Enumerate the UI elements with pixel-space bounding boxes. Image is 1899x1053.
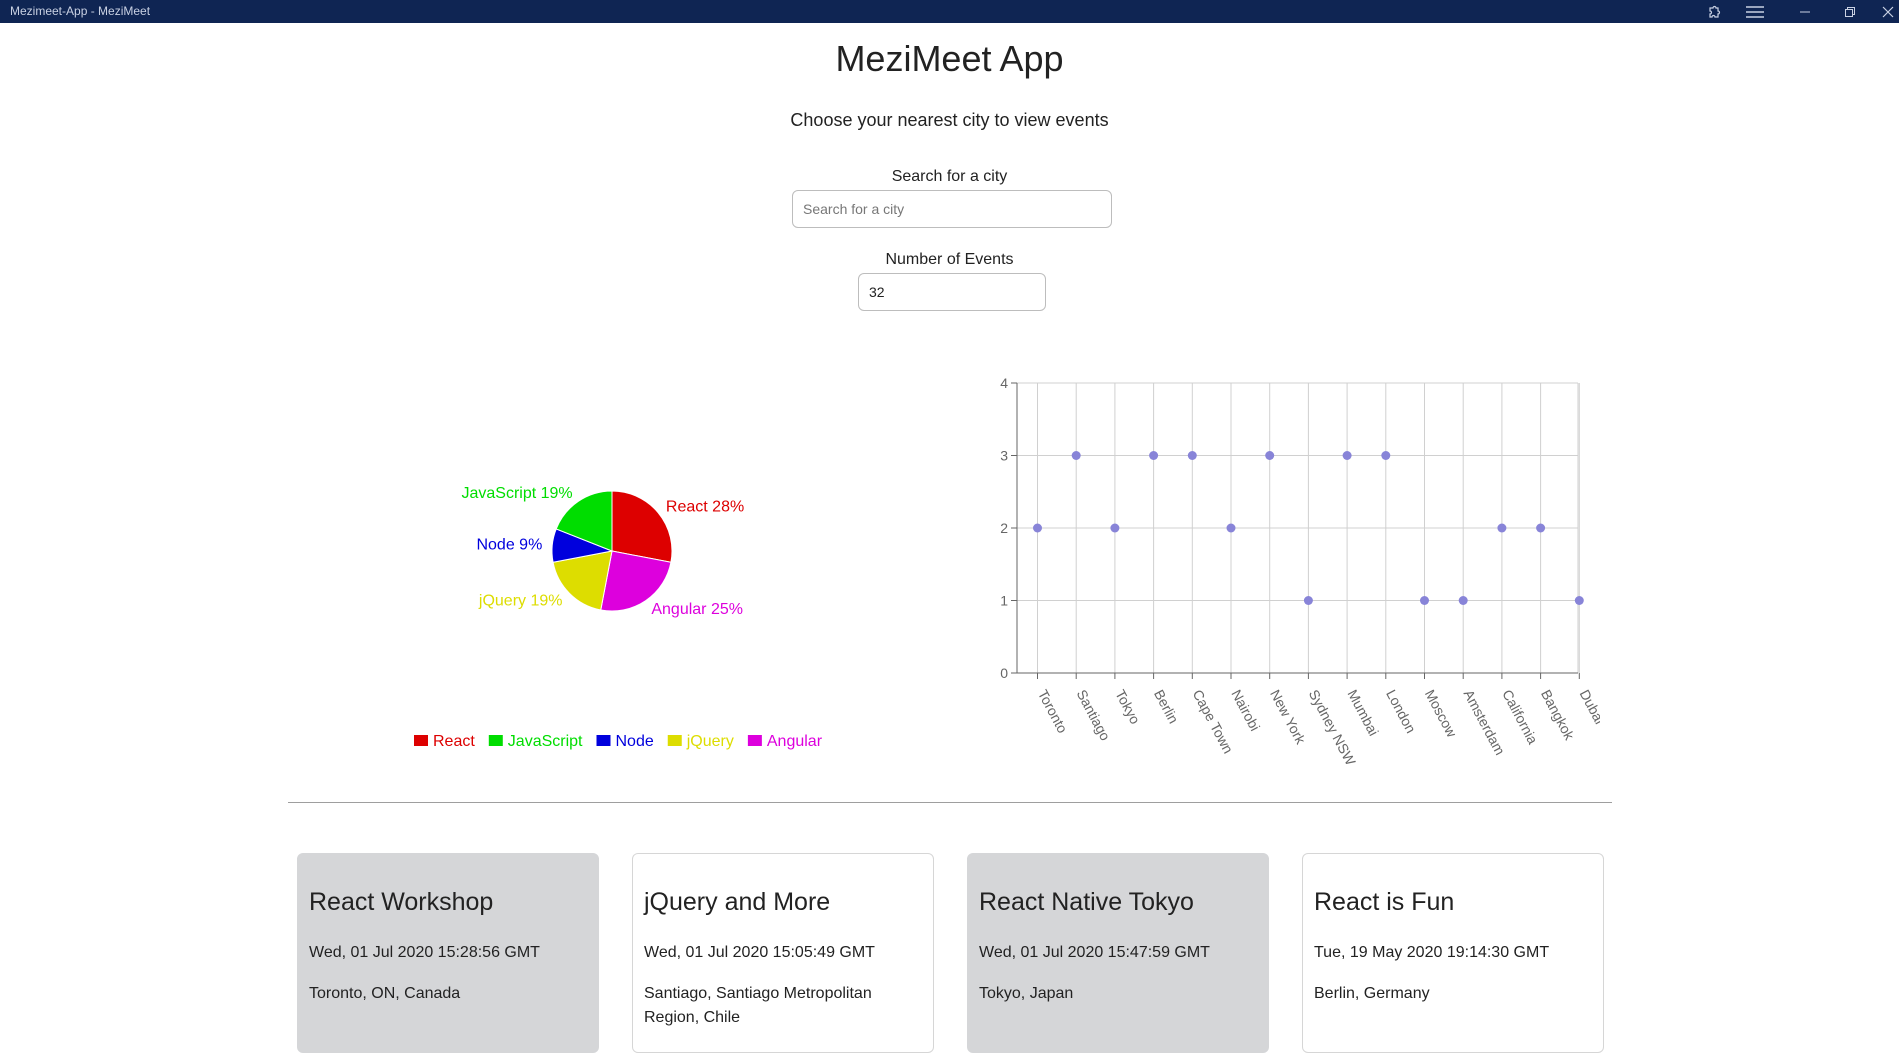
x-tick-label: Moscow <box>1422 687 1461 741</box>
scatter-point <box>1342 451 1352 460</box>
x-tick-label: Santiago <box>1074 687 1114 743</box>
number-of-events-input[interactable] <box>858 273 1046 311</box>
scatter-point <box>1497 523 1507 533</box>
event-date: Tue, 19 May 2020 19:14:30 GMT <box>1314 944 1550 961</box>
x-tick-label: Berlin <box>1151 687 1182 726</box>
y-tick-label: 1 <box>1000 593 1008 609</box>
number-of-events-label: Number of Events <box>885 251 1014 268</box>
event-date: Wed, 01 Jul 2020 15:28:56 GMT <box>309 944 540 961</box>
event-title: React Workshop <box>309 888 494 916</box>
event-date: Wed, 01 Jul 2020 15:47:59 GMT <box>979 944 1210 961</box>
x-tick-label: Dubai <box>1577 687 1600 727</box>
pie-label: JavaScript 19% <box>461 485 572 502</box>
x-tick-label: Cape Town <box>1190 687 1237 756</box>
scatter-point <box>1110 523 1120 533</box>
scatter-point <box>1536 523 1546 533</box>
legend-item-node: Node <box>616 733 654 750</box>
minimize-icon[interactable] <box>1790 0 1820 23</box>
event-location: Santiago, Santiago Metropolitan Region, … <box>644 985 872 1026</box>
legend-swatch <box>667 735 682 746</box>
event-card[interactable]: React Workshop Wed, 01 Jul 2020 15:28:56… <box>297 853 599 1053</box>
pie-slice-react <box>611 490 673 563</box>
y-tick-label: 2 <box>1000 520 1008 536</box>
scatter-point <box>1033 523 1042 533</box>
scatter-point <box>1265 451 1275 460</box>
event-location: Berlin, Germany <box>1314 985 1430 1002</box>
event-card[interactable]: jQuery and More Wed, 01 Jul 2020 15:05:4… <box>632 853 934 1053</box>
search-label: Search for a city <box>891 168 1008 185</box>
x-tick-label: Tokyo <box>1112 687 1143 727</box>
legend-item-jquery: jQuery <box>686 733 734 750</box>
scatter-point <box>1381 451 1391 460</box>
legend-swatch <box>747 735 762 746</box>
legend-swatch <box>414 735 428 746</box>
app-title: MeziMeet App <box>835 38 1064 79</box>
scatter-point <box>1187 451 1197 460</box>
event-location: Tokyo, Japan <box>979 985 1074 1002</box>
x-tick-label: New York <box>1267 687 1309 748</box>
legend-swatch <box>488 735 503 746</box>
y-tick-label: 3 <box>1000 448 1008 464</box>
restore-icon[interactable] <box>1835 0 1865 23</box>
search-input[interactable] <box>792 190 1112 228</box>
x-tick-label: Mumbai <box>1344 687 1382 738</box>
event-title: React Native Tokyo <box>979 888 1194 916</box>
legend-item-javascript: JavaScript <box>508 733 583 750</box>
close-icon[interactable] <box>1878 0 1898 23</box>
event-title: jQuery and More <box>644 888 831 916</box>
event-location: Toronto, ON, Canada <box>309 985 461 1002</box>
pie-chart-svg: React 28% Angular 25% jQuery 19% Node 9% Jav… <box>414 485 823 750</box>
y-tick-label: 0 <box>1000 665 1008 681</box>
legend-item-angular: Angular <box>767 733 823 750</box>
x-tick-label: California <box>1499 687 1541 747</box>
page-subtitle: Choose your nearest city to view events <box>790 110 1109 130</box>
y-tick-label: 4 <box>1000 375 1008 391</box>
scatter-point <box>1420 596 1429 605</box>
pie-slice-jquery <box>552 550 613 611</box>
x-tick-label: London <box>1383 687 1419 736</box>
scatter-point <box>1303 596 1313 605</box>
x-tick-label: Nairobi <box>1228 687 1263 734</box>
pie-slice-angular <box>600 550 672 612</box>
section-divider <box>288 802 1612 803</box>
event-card[interactable]: React Native Tokyo Wed, 01 Jul 2020 15:4… <box>967 853 1269 1053</box>
pie-label: Node 9% <box>476 536 542 553</box>
window-titlebar: Mezimeet-App - MeziMeet <box>0 0 1899 23</box>
extensions-icon[interactable] <box>1700 0 1728 23</box>
scatter-point <box>1226 523 1236 533</box>
x-tick-label: Bangkok <box>1538 687 1578 743</box>
event-title: React is Fun <box>1314 888 1455 916</box>
pie-label: Angular 25% <box>651 601 743 618</box>
city-events-scatter-chart: 0 1 2 3 4 Toronto Santiago Tokyo Berlin Cape Town… <box>960 360 1608 780</box>
scatter-point <box>1071 451 1081 460</box>
legend-swatch <box>596 735 611 746</box>
pie-label: React 28% <box>666 498 744 515</box>
menu-icon[interactable] <box>1740 0 1770 23</box>
genre-pie-chart: React 28% Angular 25% jQuery 19% Node 9% Jav… <box>380 360 980 780</box>
scatter-point <box>1574 596 1584 605</box>
pie-slice-javascript <box>555 490 613 552</box>
event-date: Wed, 01 Jul 2020 15:05:49 GMT <box>644 944 875 961</box>
window-title: Mezimeet-App - MeziMeet <box>10 4 151 18</box>
scatter-point <box>1149 451 1159 460</box>
event-card[interactable]: React is Fun Tue, 19 May 2020 19:14:30 G… <box>1302 853 1604 1053</box>
legend-item-react: React <box>433 733 475 750</box>
scatter-point <box>1458 596 1468 605</box>
pie-label: jQuery 19% <box>478 592 563 609</box>
x-tick-label: Toronto <box>1035 687 1071 736</box>
